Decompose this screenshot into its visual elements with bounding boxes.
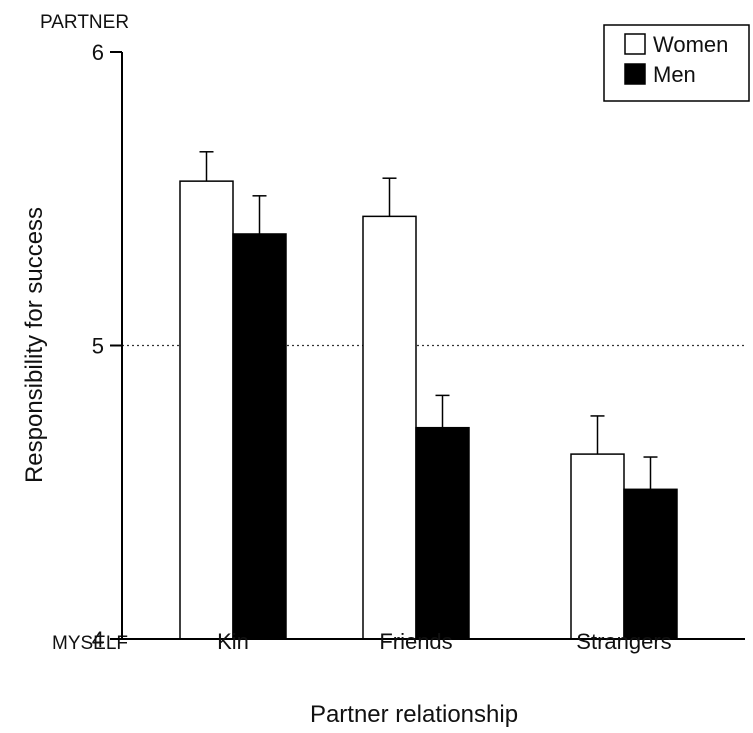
legend-label-women: Women xyxy=(653,32,728,57)
bars-group xyxy=(179,180,678,640)
bar-men-kin xyxy=(232,233,287,640)
bar-men-strangers xyxy=(623,488,678,640)
bar-men-friends xyxy=(415,426,470,640)
top-anchor-label: PARTNER xyxy=(40,12,129,33)
x-axis-title: Partner relationship xyxy=(310,701,518,728)
x-axis-tick-labels: Kin Friends Strangers xyxy=(217,629,672,654)
x-tick-label: Friends xyxy=(379,629,452,654)
legend-swatch-women xyxy=(624,33,646,55)
bottom-anchor-label: MYSELF xyxy=(52,633,128,654)
legend: Women Men xyxy=(603,24,750,102)
bar-women-strangers xyxy=(570,453,625,640)
y-tick-label: 6 xyxy=(92,40,104,65)
legend-label-men: Men xyxy=(653,62,696,87)
error-bars-group xyxy=(199,151,658,490)
y-axis-title: Responsibility for success xyxy=(21,207,48,483)
y-tick-label: 4 xyxy=(92,627,104,652)
bar-women-friends xyxy=(362,215,417,640)
y-tick-label: 5 xyxy=(92,334,104,359)
y-axis-ticks: 4 5 6 xyxy=(92,40,122,652)
x-tick-label: Strangers xyxy=(576,629,671,654)
x-tick-label: Kin xyxy=(217,629,249,654)
bar-women-kin xyxy=(179,180,234,640)
legend-swatch-men xyxy=(624,63,646,85)
